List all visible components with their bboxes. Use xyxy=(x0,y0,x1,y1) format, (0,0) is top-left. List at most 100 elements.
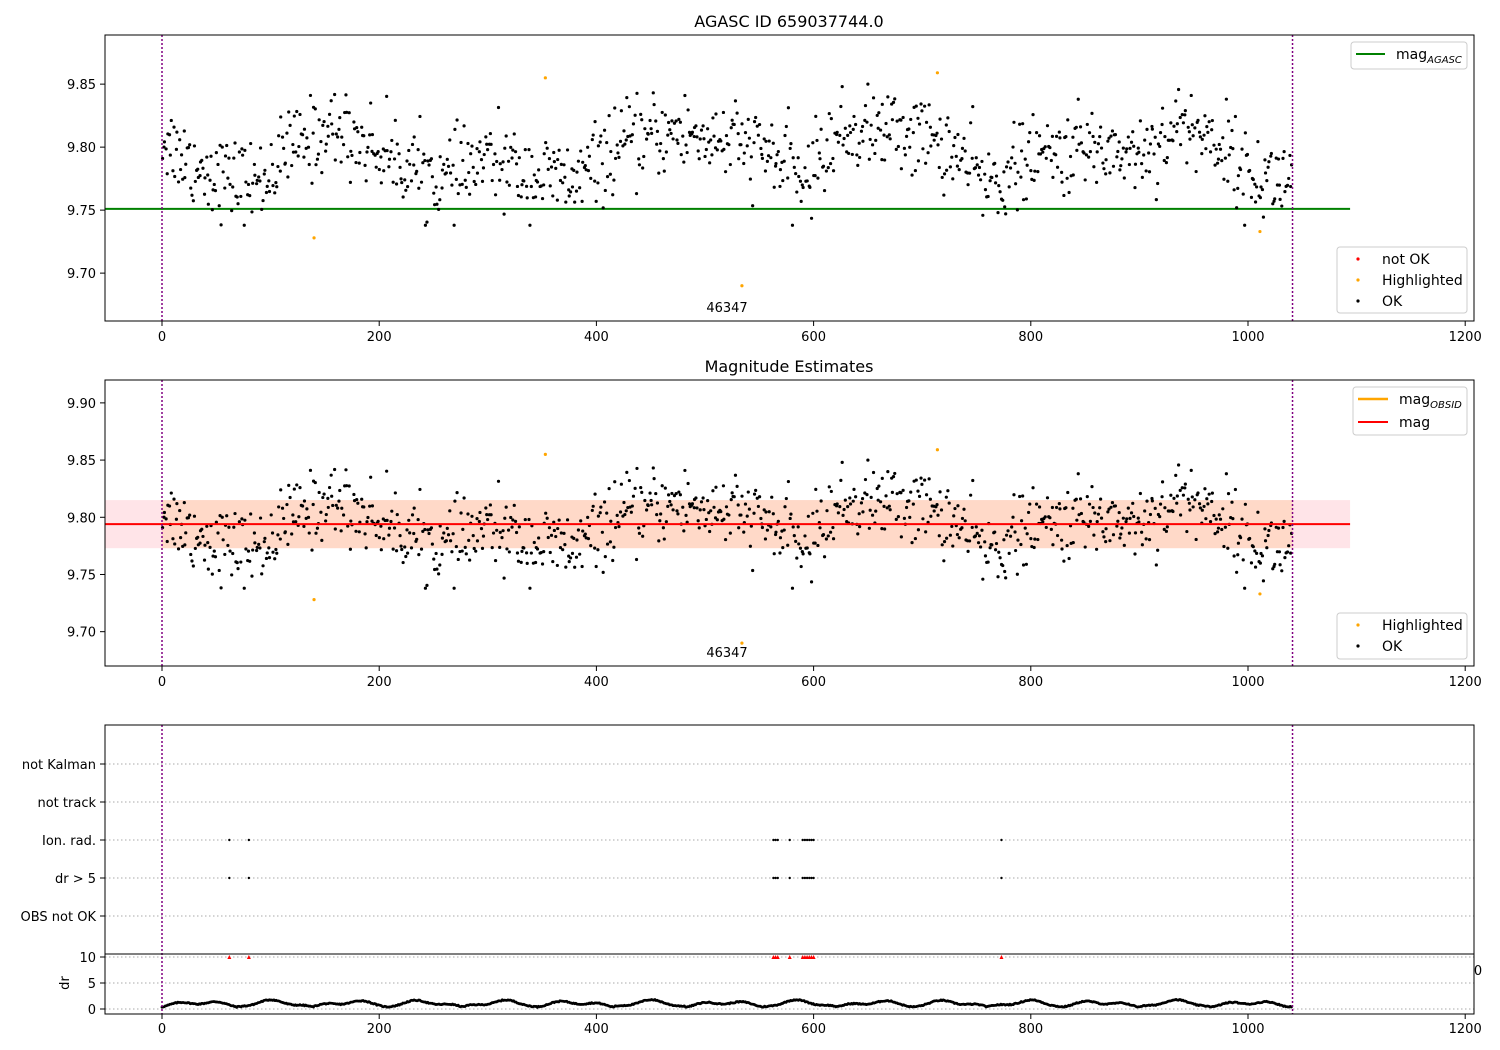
ok-point xyxy=(374,165,378,169)
ok-point xyxy=(811,511,815,515)
ok-point xyxy=(596,514,601,518)
highlighted-point xyxy=(740,641,744,645)
ok-point xyxy=(498,162,502,166)
ok-point xyxy=(1221,136,1225,140)
ok-point xyxy=(749,524,753,528)
ok-point xyxy=(306,515,311,519)
ok-point xyxy=(981,213,985,217)
flag-point xyxy=(788,838,791,842)
ok-point xyxy=(406,551,410,555)
ok-point xyxy=(1174,473,1178,477)
ok-point xyxy=(778,551,782,555)
ok-point xyxy=(1131,501,1135,505)
ok-point xyxy=(495,159,499,164)
panel3-frame xyxy=(104,724,1475,1015)
ok-point xyxy=(843,126,847,130)
ok-point xyxy=(611,193,615,197)
ok-point xyxy=(1060,180,1064,184)
ok-point xyxy=(682,529,686,533)
ok-point xyxy=(684,513,688,517)
ok-point xyxy=(1102,535,1106,539)
ok-point xyxy=(263,536,267,540)
ok-point xyxy=(613,525,618,530)
ok-point xyxy=(617,155,621,159)
ok-point xyxy=(677,490,681,494)
ok-point xyxy=(206,567,210,571)
ok-point xyxy=(796,525,800,529)
ok-point xyxy=(1218,147,1223,151)
ok-point xyxy=(702,137,706,141)
ok-point xyxy=(418,487,422,492)
ok-point xyxy=(822,555,827,559)
ok-point xyxy=(866,458,870,462)
ok-point xyxy=(907,127,911,131)
ok-point xyxy=(869,123,873,127)
ok-point xyxy=(334,132,338,136)
ok-point xyxy=(583,164,587,168)
ok-point xyxy=(1079,511,1084,516)
ok-point xyxy=(561,181,565,185)
ok-point xyxy=(1109,505,1113,509)
ok-point xyxy=(500,167,504,172)
ok-point xyxy=(769,156,773,160)
ok-point xyxy=(1132,144,1136,148)
ok-point xyxy=(273,557,277,561)
ok-point xyxy=(360,497,364,501)
ok-point xyxy=(681,134,685,138)
ok-point xyxy=(1267,160,1271,164)
ok-point xyxy=(206,173,210,177)
ok-point xyxy=(344,468,348,472)
ok-point xyxy=(1154,563,1158,567)
ok-point xyxy=(475,517,479,521)
ok-point xyxy=(805,546,809,550)
ok-point xyxy=(510,525,514,529)
ok-point xyxy=(973,534,978,538)
ok-point xyxy=(724,505,729,509)
ok-point xyxy=(874,138,878,142)
ok-point xyxy=(573,565,577,569)
ok-point xyxy=(330,494,334,498)
ok-point xyxy=(1074,125,1078,129)
ok-point xyxy=(878,500,883,504)
ok-point xyxy=(669,503,673,507)
ok-point xyxy=(1138,491,1142,496)
flag-point xyxy=(808,876,811,880)
ok-point xyxy=(676,512,680,516)
ok-point xyxy=(286,175,290,179)
ok-point xyxy=(539,550,543,555)
ok-point xyxy=(1067,190,1071,195)
ok-point xyxy=(993,548,998,552)
ok-point xyxy=(1217,513,1221,517)
ok-point xyxy=(947,501,951,505)
ok-point xyxy=(740,122,744,126)
ok-point xyxy=(326,496,330,500)
ok-point xyxy=(1101,530,1105,534)
ok-point xyxy=(1133,185,1137,190)
ok-point xyxy=(635,91,639,95)
ok-point xyxy=(1277,183,1282,187)
ok-point xyxy=(895,492,899,496)
ok-point xyxy=(257,542,261,546)
ok-point xyxy=(990,543,994,547)
ok-point xyxy=(1124,520,1128,524)
ok-point xyxy=(502,212,506,216)
ok-point xyxy=(364,179,368,183)
ok-point xyxy=(491,162,496,167)
ok-point xyxy=(990,175,994,180)
ok-point xyxy=(1034,502,1039,506)
ok-point xyxy=(867,526,871,530)
ok-point xyxy=(507,550,511,554)
ok-point xyxy=(743,502,748,506)
ok-point xyxy=(549,533,554,537)
ok-point xyxy=(619,109,623,113)
ok-point xyxy=(1024,562,1028,566)
ok-point xyxy=(910,541,914,545)
ok-point xyxy=(652,477,656,481)
ok-point xyxy=(1071,540,1075,545)
ok-point xyxy=(951,177,955,181)
ok-point xyxy=(1226,179,1230,183)
ok-point xyxy=(315,526,320,530)
ok-point xyxy=(467,538,471,542)
ok-point xyxy=(759,516,763,521)
ok-point xyxy=(1058,507,1062,511)
